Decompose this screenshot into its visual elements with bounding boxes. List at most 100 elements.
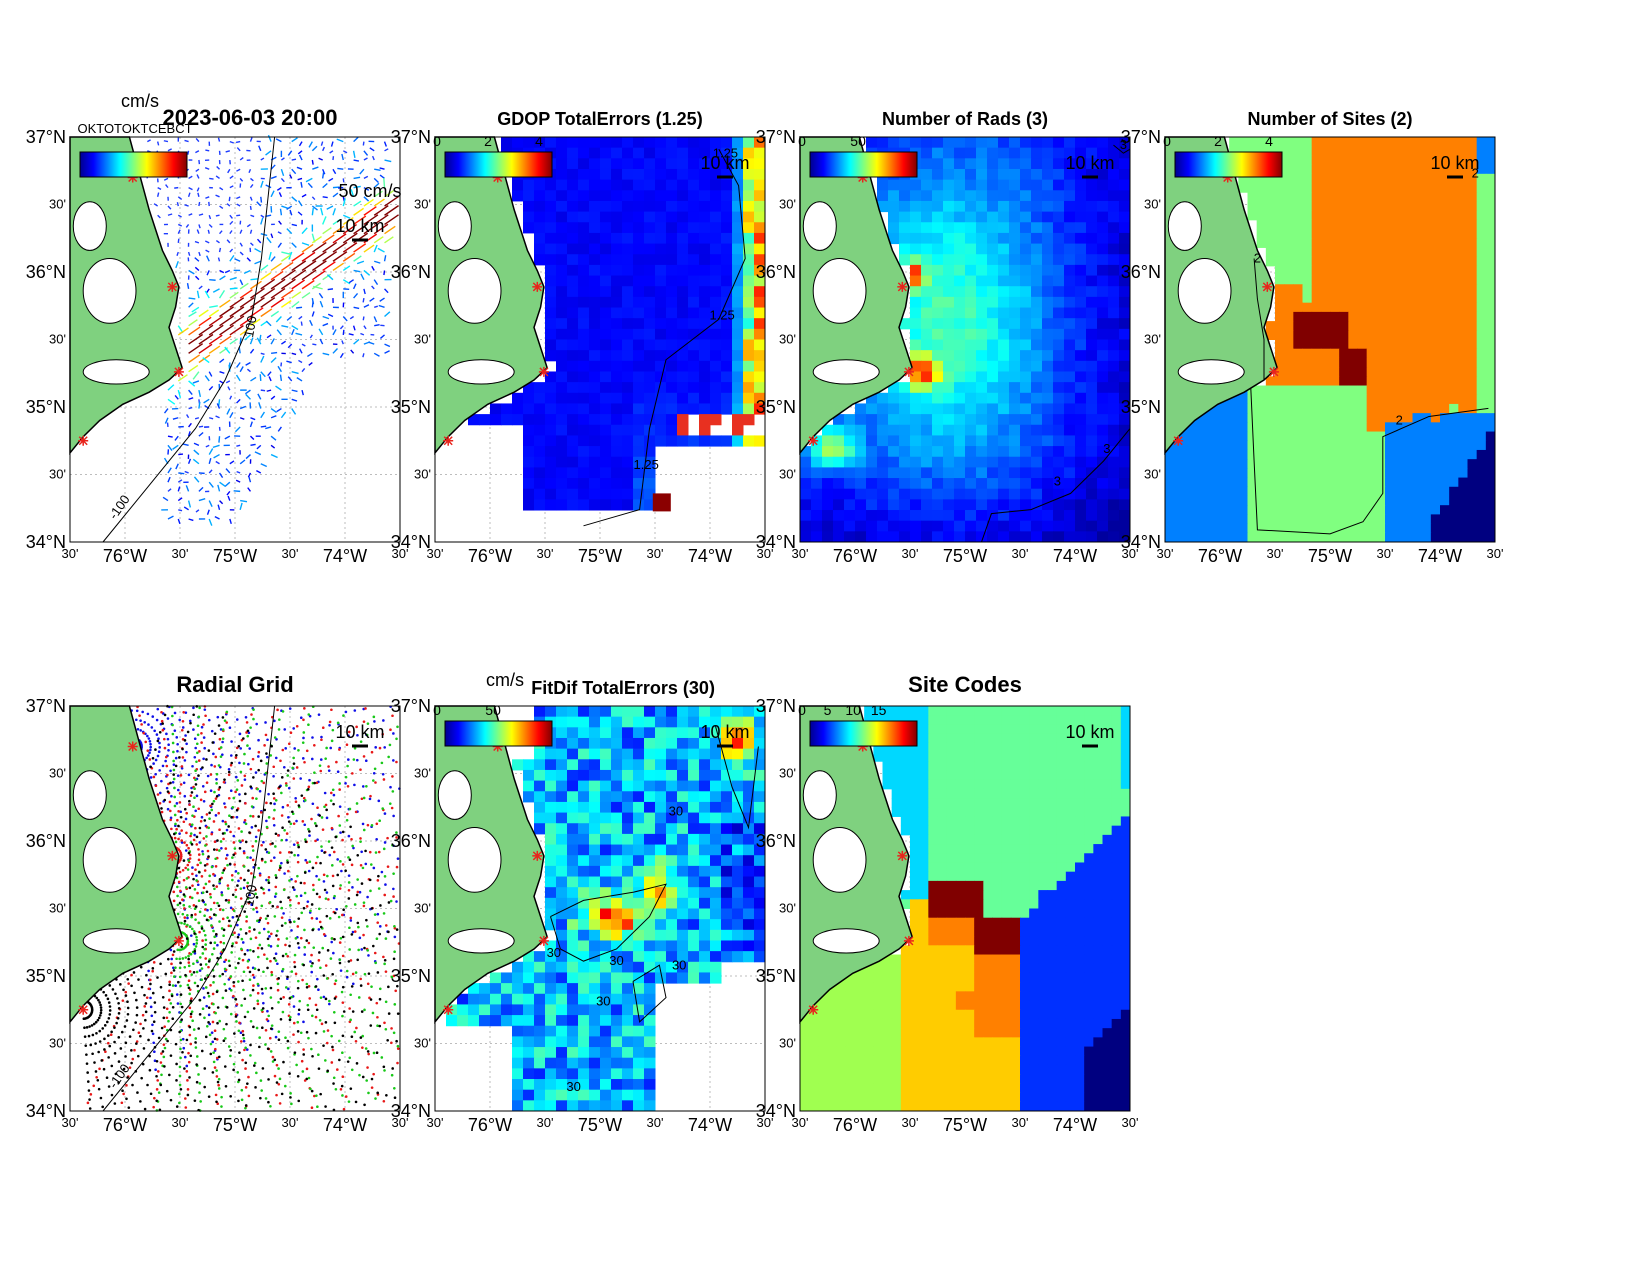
heatmap-cell: [1348, 229, 1358, 239]
heatmap-cell: [688, 137, 700, 149]
heatmap-cell: [1476, 449, 1487, 460]
heatmap-cell: [910, 499, 922, 511]
radial-grid-point: [376, 1015, 379, 1019]
heatmap-cell: [1476, 422, 1487, 433]
current-vector: [291, 300, 300, 308]
heatmap-cell: [888, 520, 900, 532]
latitude-tick-label: 34°N: [26, 532, 66, 552]
heatmap-cell: [965, 403, 977, 415]
heatmap-cell: [1449, 468, 1459, 479]
radial-grid-point: [187, 846, 190, 850]
heatmap-cell: [998, 424, 1010, 436]
radial-grid-point: [359, 863, 363, 867]
heatmap-cell: [1375, 514, 1386, 525]
heatmap-cell: [1020, 286, 1032, 298]
heatmap-cell: [1339, 505, 1349, 515]
heatmap-cell: [1284, 459, 1294, 469]
radial-grid-point: [264, 1028, 268, 1032]
radial-grid-point: [251, 973, 255, 977]
heatmap-cell: [1075, 382, 1087, 394]
current-vector: [270, 297, 285, 308]
heatmap-cell: [1238, 394, 1248, 405]
heatmap-cell: [1485, 357, 1496, 368]
heatmap-cell: [1403, 532, 1413, 543]
heatmap-cell: [1311, 532, 1322, 543]
longitude-tick-label: 76°W: [1198, 546, 1242, 566]
heatmap-cell: [611, 360, 623, 372]
heatmap-cell: [666, 414, 678, 426]
heatmap-cell: [1042, 467, 1054, 479]
current-vector: [224, 269, 231, 274]
heatmap-cell: [1108, 296, 1120, 309]
heatmap-cell: [644, 403, 656, 415]
heatmap-cell: [1086, 190, 1098, 202]
heatmap-cell: [987, 371, 999, 383]
heatmap-cell: [888, 478, 900, 490]
current-vector: [353, 306, 360, 310]
radial-grid-point: [243, 778, 247, 781]
heatmap-cell: [1430, 164, 1441, 175]
heatmap-cell: [1053, 307, 1065, 319]
current-vector: [239, 242, 243, 247]
heatmap-cell: [1108, 488, 1120, 500]
heatmap-cell: [855, 531, 867, 543]
heatmap-cell: [1064, 168, 1076, 181]
heatmap-cell: [1449, 376, 1459, 387]
heatmap-cell: [1247, 523, 1258, 534]
heatmap-cell: [1311, 238, 1322, 248]
radial-grid-point: [389, 728, 392, 732]
current-vector: [343, 214, 351, 219]
heatmap-cell: [1293, 449, 1303, 460]
heatmap-cell: [1086, 296, 1098, 309]
heatmap-cell: [1311, 468, 1322, 479]
radial-grid-point: [213, 1029, 217, 1032]
current-vector: [208, 469, 213, 474]
heatmap-cell: [556, 499, 568, 511]
heatmap-cell: [954, 435, 966, 447]
radial-grid-point: [149, 776, 153, 779]
heatmap-cell: [545, 350, 557, 362]
radial-grid-point: [294, 796, 297, 800]
heatmap-cell: [633, 232, 645, 245]
heatmap-cell: [677, 392, 689, 404]
heatmap-cell: [622, 137, 634, 149]
heatmap-cell: [1265, 330, 1276, 340]
heatmap-cell: [1108, 243, 1120, 255]
current-vector: [270, 415, 277, 419]
current-vector: [352, 325, 356, 331]
heatmap-cell: [976, 264, 988, 277]
heatmap-cell: [1348, 514, 1358, 525]
heatmap-cell: [732, 211, 744, 223]
heatmap-cell: [589, 424, 601, 436]
radar-site-marker: [1173, 435, 1184, 446]
heatmap-cell: [998, 286, 1010, 298]
heatmap-cell: [1064, 307, 1076, 319]
heatmap-cell: [1275, 459, 1285, 469]
heatmap-cell: [1421, 357, 1432, 368]
heatmap-cell: [965, 318, 977, 330]
current-vector: [270, 175, 277, 180]
heatmap-cell: [556, 328, 568, 340]
heatmap-cell: [1412, 449, 1423, 460]
heatmap-cell: [1458, 192, 1468, 202]
heatmap-cell: [732, 339, 744, 351]
current-vector: [182, 443, 189, 447]
heatmap-cell: [1275, 173, 1285, 184]
radial-grid-point: [348, 1020, 352, 1024]
heatmap-cell: [1440, 146, 1450, 156]
current-vector: [208, 458, 212, 464]
radial-grid-point: [353, 930, 357, 933]
heatmap-cell: [1485, 330, 1496, 340]
heatmap-cell: [1042, 488, 1054, 500]
heatmap-cell: [1009, 275, 1021, 287]
axes-frame: [799, 136, 1131, 543]
heatmap-cell: [976, 392, 988, 404]
heatmap-cell: [732, 286, 744, 298]
radial-grid-point: [135, 1040, 139, 1043]
heatmap-cell: [1293, 284, 1303, 294]
heatmap-cell: [1403, 505, 1413, 515]
heatmap-cell: [721, 360, 733, 372]
heatmap-cell: [965, 456, 977, 468]
heatmap-cell: [932, 350, 944, 362]
heatmap-cell: [1311, 440, 1322, 451]
